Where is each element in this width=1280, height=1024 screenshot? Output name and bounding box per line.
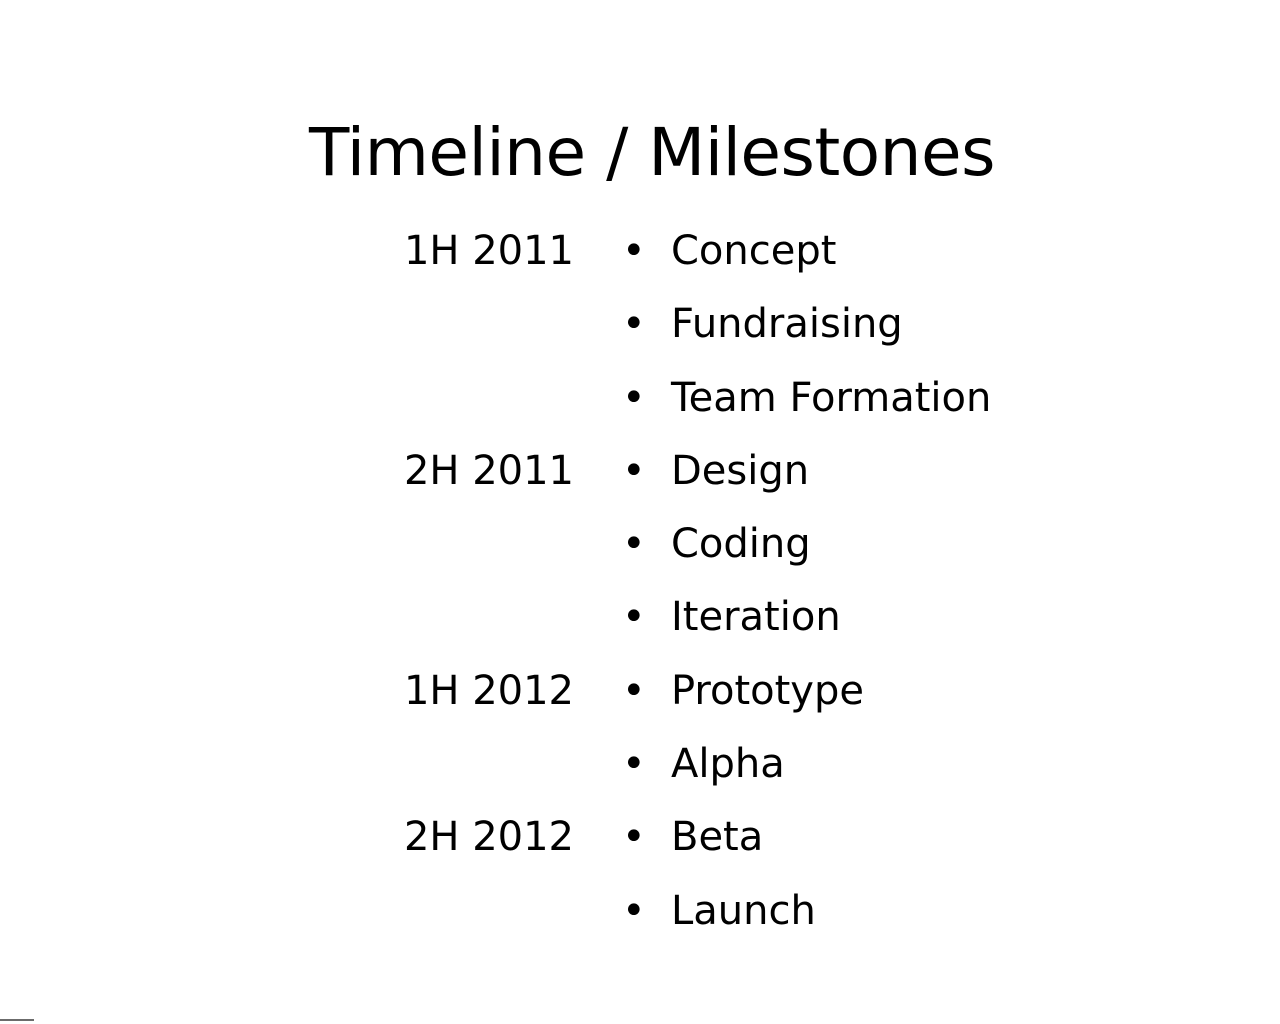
milestone-item: Launch [671, 887, 816, 934]
timeline-row: • Team Formation [0, 362, 1280, 435]
timeline-row: • Coding [0, 508, 1280, 581]
bullet-icon: • [622, 447, 646, 494]
milestone-item: Design [671, 447, 810, 494]
period-label: 1H 2012 [403, 667, 574, 714]
timeline-row: • Fundraising [0, 288, 1280, 361]
milestone-item: Beta [671, 814, 764, 861]
bullet-icon: • [622, 301, 646, 348]
bullet-icon: • [622, 741, 646, 788]
corner-divider [0, 1019, 34, 1021]
milestone-item: Team Formation [671, 374, 992, 421]
milestone-item: Concept [671, 228, 837, 274]
timeline-row: • Alpha [0, 728, 1280, 801]
timeline-row: 2H 2011 • Design [0, 435, 1280, 508]
bullet-icon: • [622, 228, 646, 274]
timeline-row: 1H 2011 • Concept [0, 215, 1280, 288]
timeline-row: • Iteration [0, 581, 1280, 654]
timeline-row: 2H 2012 • Beta [0, 801, 1280, 874]
timeline-row: • Launch [0, 875, 1280, 948]
period-label: 2H 2012 [403, 814, 574, 861]
bullet-icon: • [622, 594, 646, 641]
period-label: 2H 2011 [403, 447, 574, 494]
milestone-item: Fundraising [671, 301, 903, 348]
bullet-icon: • [622, 887, 646, 934]
bullet-icon: • [622, 667, 646, 714]
period-label: 1H 2011 [403, 228, 574, 274]
milestone-item: Prototype [671, 667, 864, 714]
bullet-icon: • [622, 814, 646, 861]
milestone-item: Iteration [671, 594, 841, 641]
timeline-row: 1H 2012 • Prototype [0, 655, 1280, 728]
bullet-icon: • [622, 374, 646, 421]
bullet-icon: • [622, 521, 646, 568]
slide-title: Timeline / Milestones [308, 114, 996, 191]
timeline-list: 1H 2011 • Concept • Fundraising • Team F… [0, 215, 1280, 948]
milestone-item: Coding [671, 521, 811, 568]
milestone-item: Alpha [671, 741, 785, 788]
